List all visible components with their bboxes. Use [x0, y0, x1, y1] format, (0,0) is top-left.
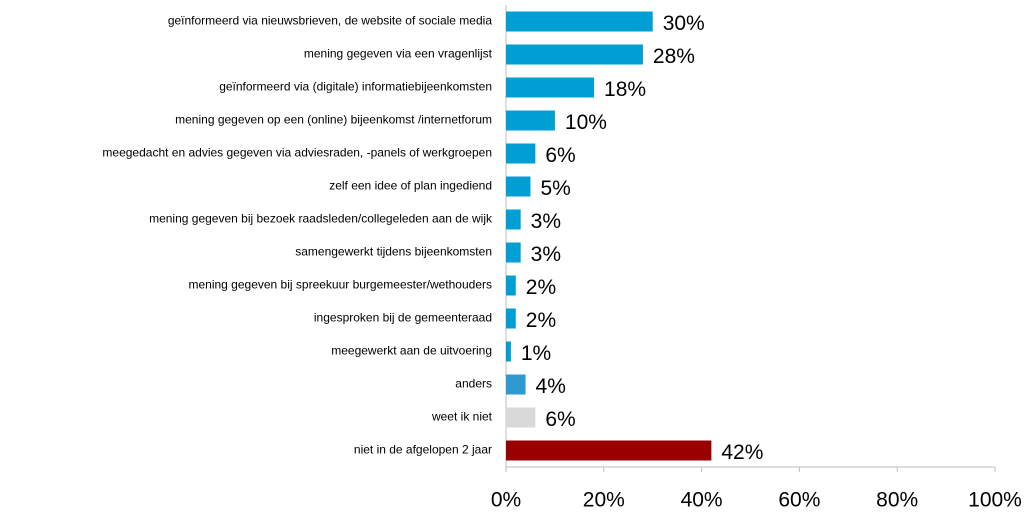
value-label: 2%: [526, 309, 556, 332]
category-label: niet in de afgelopen 2 jaar: [354, 443, 492, 457]
category-label: meegedacht en advies gegeven via adviesr…: [102, 146, 492, 160]
x-tick-label: 60%: [778, 489, 820, 512]
bar: [506, 11, 653, 32]
bar: [506, 242, 521, 263]
value-label: 4%: [536, 375, 566, 398]
category-label: mening gegeven via een vragenlijst: [304, 47, 493, 61]
value-label: 6%: [545, 144, 575, 167]
bar: [506, 407, 536, 428]
category-label: geïnformeerd via nieuwsbrieven, de websi…: [168, 14, 493, 28]
x-tick-label: 20%: [583, 489, 625, 512]
category-label: samengewerkt tijdens bijeenkomsten: [295, 245, 492, 259]
category-label: ingesproken bij de gemeenteraad: [314, 311, 492, 325]
bar: [506, 110, 555, 131]
x-tick-label: 80%: [876, 489, 918, 512]
bar: [506, 374, 526, 395]
value-label: 30%: [663, 12, 705, 35]
value-label: 10%: [565, 111, 607, 134]
bar: [506, 341, 511, 362]
category-label: zelf een idee of plan ingediend: [329, 179, 492, 193]
bar: [506, 275, 516, 296]
bar: [506, 209, 521, 230]
bar: [506, 176, 531, 197]
value-label: 3%: [531, 210, 561, 233]
value-label: 18%: [604, 78, 646, 101]
value-label: 5%: [540, 177, 570, 200]
category-label: geïnformeerd via (digitale) informatiebi…: [219, 80, 492, 94]
bar: [506, 77, 595, 98]
x-tick-label: 100%: [968, 489, 1022, 512]
value-label: 2%: [526, 276, 556, 299]
bar: [506, 44, 643, 65]
category-label: meegewerkt aan de uitvoering: [331, 344, 492, 358]
value-label: 6%: [545, 408, 575, 431]
value-label: 42%: [721, 441, 763, 464]
value-label: 1%: [521, 342, 551, 365]
bar: [506, 440, 712, 461]
category-label: mening gegeven bij spreekuur burgemeeste…: [188, 278, 492, 292]
category-label: mening gegeven op een (online) bijeenkom…: [175, 113, 492, 127]
x-tick-label: 0%: [491, 489, 521, 512]
value-label: 28%: [653, 45, 695, 68]
category-label: mening gegeven bij bezoek raadsleden/col…: [149, 212, 493, 226]
bar: [506, 143, 536, 164]
category-label: weet ik niet: [431, 410, 493, 424]
value-label: 3%: [531, 243, 561, 266]
category-label: anders: [455, 377, 492, 391]
bar: [506, 308, 516, 329]
x-tick-label: 40%: [681, 489, 723, 512]
